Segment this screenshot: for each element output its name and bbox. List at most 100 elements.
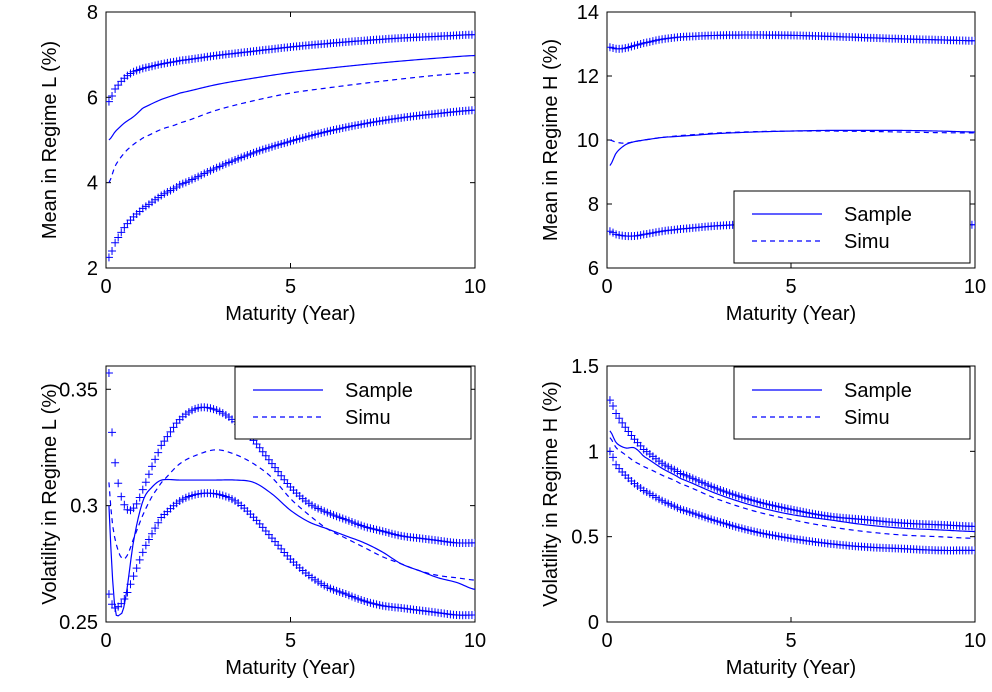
plus-marker	[132, 499, 141, 508]
series-line-simu	[108, 71, 475, 183]
plus-marker	[117, 492, 126, 501]
series-line-simu	[609, 437, 975, 539]
plus-marker	[471, 30, 475, 39]
plus-marker	[126, 580, 135, 589]
series-group	[607, 31, 975, 241]
y-tick-label: 8	[87, 2, 98, 24]
plus-marker	[111, 458, 120, 467]
plus-marker	[971, 546, 975, 555]
y-axis-label: Volatility in Regime H (%)	[540, 381, 562, 607]
x-axis-label: Maturity (Year)	[726, 303, 856, 325]
x-tick-label: 5	[285, 276, 296, 298]
y-tick-label: 2	[87, 258, 98, 280]
x-tick-label: 0	[601, 630, 612, 652]
plus-marker	[135, 555, 144, 564]
plus-marker	[108, 246, 117, 255]
legend-label: Sample	[844, 204, 912, 226]
series-line-sample	[108, 478, 475, 617]
plus-marker	[471, 611, 475, 620]
plus-marker	[621, 423, 630, 432]
plus-marker	[120, 594, 129, 603]
series-group	[607, 396, 975, 555]
plus-marker	[106, 368, 113, 377]
series-line-sample	[609, 430, 975, 533]
plus-marker	[971, 220, 975, 229]
x-axis-label: Maturity (Year)	[225, 657, 355, 679]
plus-marker	[129, 504, 138, 513]
y-axis-label: Mean in Regime H (%)	[540, 39, 562, 241]
marker-band-3	[607, 447, 975, 555]
y-tick-label: 12	[577, 66, 599, 88]
plus-marker	[148, 529, 157, 538]
y-axis-label: Mean in Regime L (%)	[39, 41, 61, 239]
plus-marker	[618, 418, 627, 427]
x-tick-label: 0	[601, 276, 612, 298]
y-tick-label: 4	[87, 173, 98, 195]
plus-marker	[114, 233, 123, 242]
plus-marker	[151, 455, 160, 464]
marker-band-3	[106, 106, 475, 262]
plus-marker	[160, 437, 169, 446]
x-tick-label: 0	[100, 276, 111, 298]
plus-marker	[163, 432, 172, 441]
plus-marker	[141, 541, 150, 550]
plus-marker	[148, 462, 157, 471]
panel-3: 0 5 10 0.25 0.3 0.35 Maturity (Year) Volatility…	[39, 365, 486, 679]
y-tick-label: 1.5	[571, 356, 599, 378]
plus-marker	[154, 518, 163, 527]
panel-4: 0 5 10 0 0.5 1 1.5 Maturity (Year) Volatility in…	[540, 356, 986, 679]
plus-marker	[117, 228, 126, 237]
legend-label: Simu	[345, 407, 391, 429]
plus-marker	[114, 479, 123, 488]
plus-marker	[111, 238, 120, 247]
x-tick-label: 5	[285, 630, 296, 652]
series-group	[106, 368, 475, 620]
plus-marker	[471, 106, 475, 115]
plus-marker	[607, 447, 614, 456]
legend-label: Simu	[844, 407, 890, 429]
plus-marker	[971, 36, 975, 45]
plus-marker	[141, 478, 150, 487]
plus-marker	[471, 538, 475, 547]
plus-marker	[271, 463, 280, 472]
marker-band-2	[106, 30, 475, 106]
plus-marker	[166, 427, 175, 436]
panel-1: 0 5 10 2 4 6 8 Maturity (Year) Mean in Regime L …	[39, 2, 971, 325]
y-tick-label: 6	[87, 87, 98, 109]
y-tick-label: 1	[588, 441, 599, 463]
y-axis-label: Volatility in Regime L (%)	[39, 383, 61, 605]
y-tick-label: 6	[588, 258, 599, 280]
series-line-sample	[108, 54, 475, 141]
series-line-simu	[108, 449, 475, 581]
marker-band-2	[607, 396, 975, 531]
y-tick-label: 8	[588, 194, 599, 216]
plus-marker	[607, 396, 614, 405]
x-tick-label: 0	[100, 630, 111, 652]
legend-label: Simu	[844, 231, 890, 253]
series-group	[106, 30, 475, 262]
plus-marker	[157, 441, 166, 450]
legend-label: Sample	[844, 380, 912, 402]
legend: Sample Simu	[733, 366, 971, 440]
plus-marker	[123, 588, 132, 597]
x-axis-label: Maturity (Year)	[225, 303, 355, 325]
series-line-simu	[609, 130, 975, 144]
y-tick-label: 0	[588, 612, 599, 634]
plus-marker	[108, 428, 117, 437]
x-tick-label: 10	[464, 630, 486, 652]
plus-marker	[274, 467, 283, 476]
plus-marker	[106, 253, 113, 262]
plus-marker	[609, 453, 618, 462]
plus-marker	[117, 599, 126, 608]
legend-box	[733, 366, 971, 440]
plus-marker	[154, 448, 163, 457]
legend-box	[234, 366, 472, 440]
x-tick-label: 5	[785, 630, 796, 652]
x-tick-label: 10	[964, 276, 986, 298]
y-tick-label: 0.35	[59, 379, 98, 401]
legend: Sample Simu	[733, 190, 971, 264]
marker-band-2	[607, 31, 975, 53]
panel-2: 0 5 10 6 8 10 12 14 Maturity (Year) Mean in Regim…	[540, 2, 986, 325]
plus-marker	[612, 409, 621, 418]
